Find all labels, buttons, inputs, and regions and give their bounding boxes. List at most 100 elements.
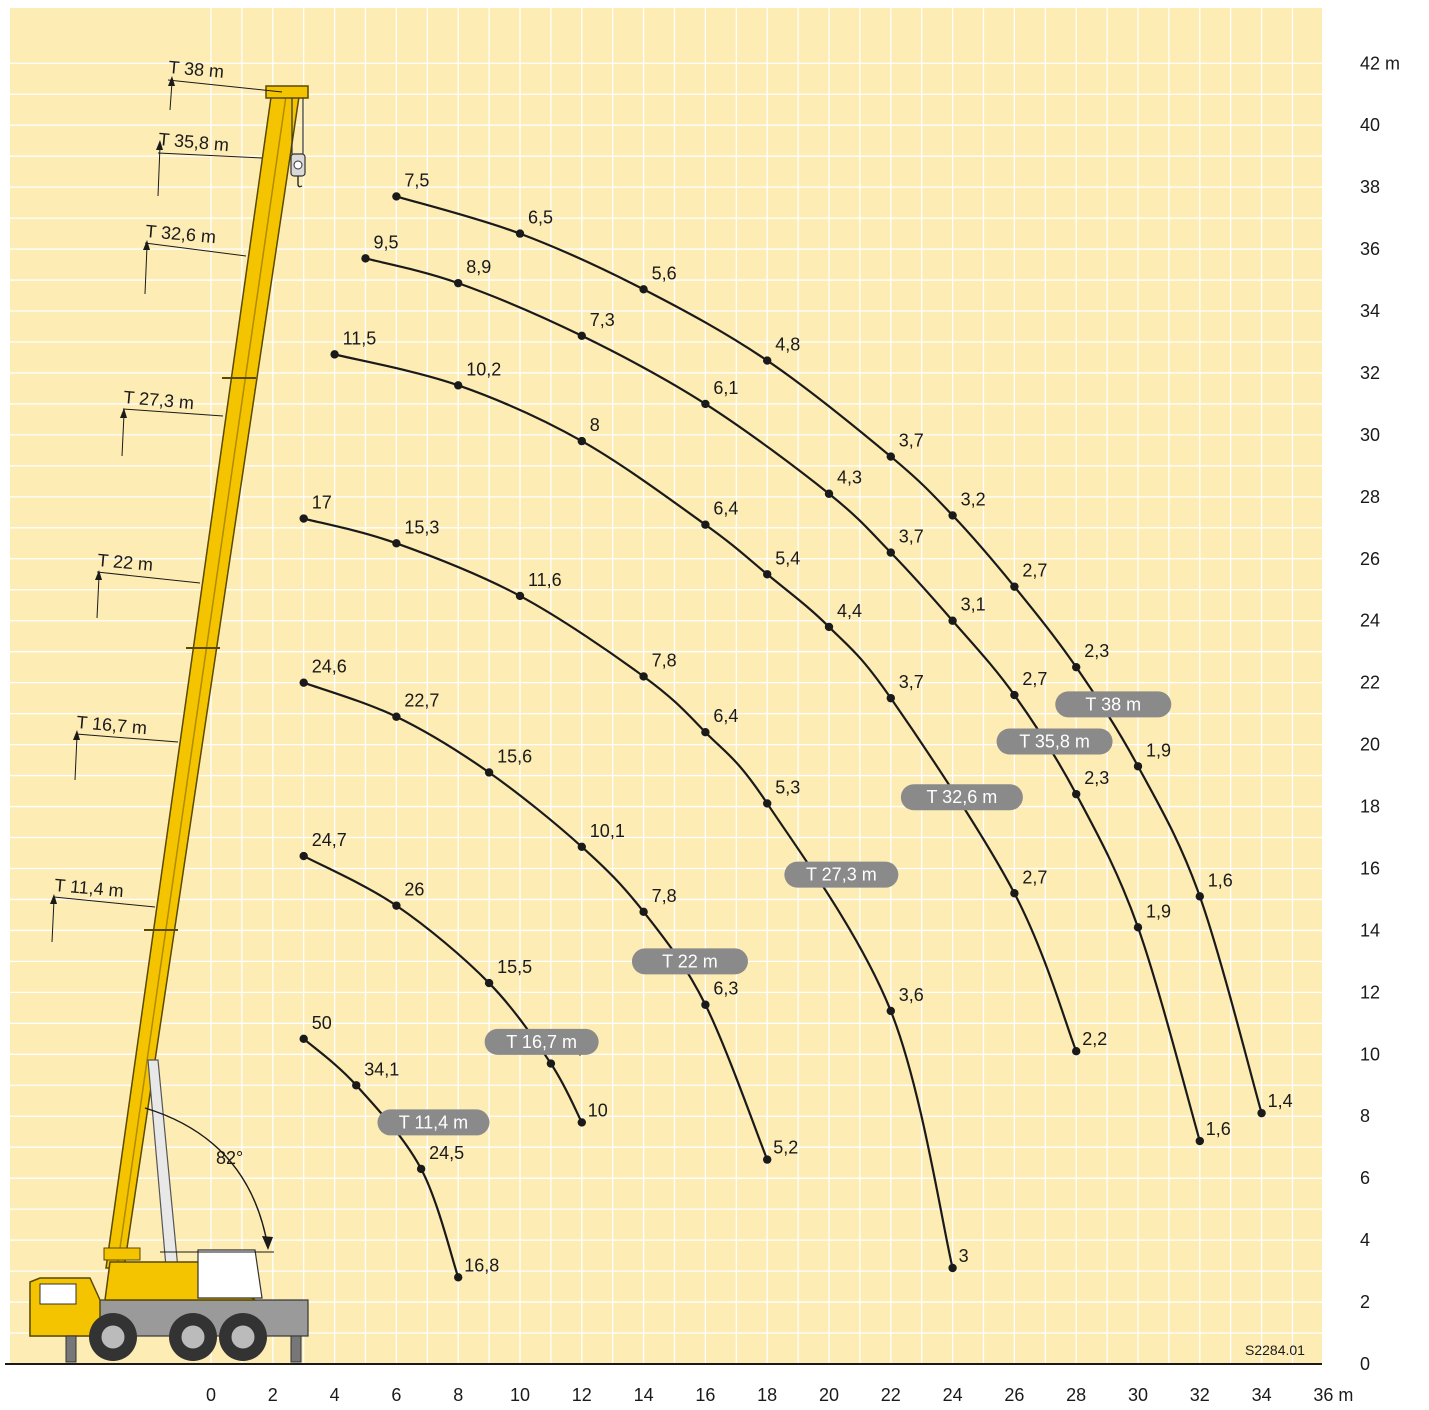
axes: 0 2 4 6 8 10 12 14 16 18 20 22 24 26 28 30 32 34 36 m02468… <box>5 53 1400 1405</box>
boom-length-mark-arrow-shaft <box>144 245 148 295</box>
boom-length-mark-line <box>167 79 283 93</box>
boom-length-mark-arrow-head <box>156 140 163 150</box>
load-value-label: 10,1 <box>590 821 625 841</box>
load-point <box>330 350 339 359</box>
load-value-label: 2,7 <box>1022 561 1047 581</box>
y-tick-label: 32 <box>1360 363 1380 383</box>
load-value-label: 2,3 <box>1084 641 1109 661</box>
x-tick-label: 16 <box>695 1385 715 1405</box>
y-tick-label: 20 <box>1360 735 1380 755</box>
boom-length-mark-line <box>75 733 179 743</box>
load-value-label: 34,1 <box>364 1059 399 1079</box>
boom-length-pill <box>377 1109 490 1136</box>
load-value-label: 17 <box>312 493 332 513</box>
boom-length-mark-arrow-head <box>50 894 57 904</box>
angle-arc <box>144 1107 269 1249</box>
load-point <box>886 1006 895 1016</box>
load-value-label: 5,4 <box>775 548 800 568</box>
load-value-label: 2,7 <box>1022 669 1047 689</box>
load-value-label: 1,9 <box>1146 901 1171 921</box>
y-tick-label: 26 <box>1360 549 1380 569</box>
load-point <box>1010 690 1019 700</box>
load-value-label: 2,2 <box>1082 1029 1107 1049</box>
boom-length-mark-arrow-head <box>95 570 102 580</box>
boom-length-mark-arrow-shaft <box>96 575 100 619</box>
load-point <box>1133 762 1143 771</box>
boom-length-pill <box>900 784 1023 811</box>
load-value-label: 24,7 <box>312 830 347 850</box>
x-tick-label: 0 <box>206 1385 216 1405</box>
load-point <box>1133 923 1143 932</box>
boom-length-mark-line <box>144 242 247 257</box>
boom-length-pill <box>784 861 899 888</box>
load-point <box>484 978 494 988</box>
load-point <box>886 452 895 461</box>
boom-length-mark-arrow-head <box>73 730 80 740</box>
load-point <box>948 1263 957 1273</box>
boom-length-mark-arrow-head <box>120 408 127 418</box>
load-point <box>763 356 772 365</box>
y-tick-label: 0 <box>1360 1354 1370 1374</box>
load-point <box>763 799 772 808</box>
load-point <box>824 622 834 632</box>
y-tick-label: 42 m <box>1360 53 1400 73</box>
load-value-label: 6,1 <box>713 378 738 398</box>
boom-length-mark-arrow-head <box>143 240 150 250</box>
load-point <box>577 331 586 340</box>
x-tick-label: 4 <box>330 1385 340 1405</box>
boom-length-mark-label: T 22 m <box>97 550 154 575</box>
boom-length-pill-label: T 32,6 m <box>927 787 998 807</box>
load-value-label: 24,6 <box>312 657 347 677</box>
load-value-label: 16,8 <box>464 1255 499 1275</box>
load-point <box>515 229 525 238</box>
load-point <box>1195 1136 1205 1146</box>
load-value-label: 15,5 <box>497 957 532 977</box>
y-tick-label: 30 <box>1360 425 1380 445</box>
load-value-label: 3,1 <box>961 595 986 615</box>
x-tick-label: 30 <box>1128 1385 1148 1405</box>
load-curve-line <box>303 855 583 1123</box>
x-tick-label: 36 m <box>1313 1385 1353 1405</box>
y-tick-label: 40 <box>1360 115 1380 135</box>
load-point <box>484 768 494 777</box>
crane-cab-icon <box>197 1249 263 1299</box>
x-tick-label: 24 <box>943 1385 963 1405</box>
load-point <box>701 520 710 529</box>
load-point <box>701 1000 710 1009</box>
boom-length-pill-label: T 22 m <box>662 951 718 971</box>
load-point <box>1072 662 1081 672</box>
boom-length-pill <box>484 1028 599 1055</box>
load-curves: 5034,124,516,824,72615,511,41024,622,715… <box>299 170 1293 1282</box>
load-value-label: 2,3 <box>1084 768 1109 788</box>
plot-background <box>10 8 1322 1364</box>
load-value-label: 3,6 <box>899 985 924 1005</box>
y-tick-label: 36 <box>1360 239 1380 259</box>
load-point <box>454 1273 463 1282</box>
boom-length-mark-arrow-shaft <box>157 145 161 197</box>
load-value-label: 1,4 <box>1268 1091 1293 1111</box>
boom-length-pill <box>631 948 748 975</box>
load-value-label: 11,6 <box>528 570 562 590</box>
wheel-hub <box>100 1324 126 1350</box>
load-value-label: 3,7 <box>899 431 924 451</box>
boom-length-pill-label: T 16,7 m <box>506 1032 577 1052</box>
boom-length-pill-label: T 38 m <box>1085 694 1141 714</box>
load-point <box>1195 892 1205 901</box>
load-value-label: 1,6 <box>1208 870 1233 890</box>
load-point <box>454 278 463 288</box>
load-point <box>1010 582 1019 591</box>
load-point <box>392 712 401 721</box>
load-point <box>639 907 648 917</box>
load-point <box>701 728 710 737</box>
load-value-label: 5,6 <box>652 263 677 283</box>
load-point <box>639 672 648 681</box>
y-tick-label: 38 <box>1360 177 1380 197</box>
load-value-label: 5,3 <box>775 777 800 797</box>
load-value-label: 24,5 <box>429 1143 464 1163</box>
y-tick-label: 14 <box>1360 920 1380 940</box>
x-tick-label: 18 <box>757 1385 777 1405</box>
boom-length-pill <box>1055 691 1172 718</box>
boom-length-mark-line <box>157 152 263 159</box>
load-point <box>299 678 308 687</box>
load-value-label: 3,7 <box>899 527 924 547</box>
